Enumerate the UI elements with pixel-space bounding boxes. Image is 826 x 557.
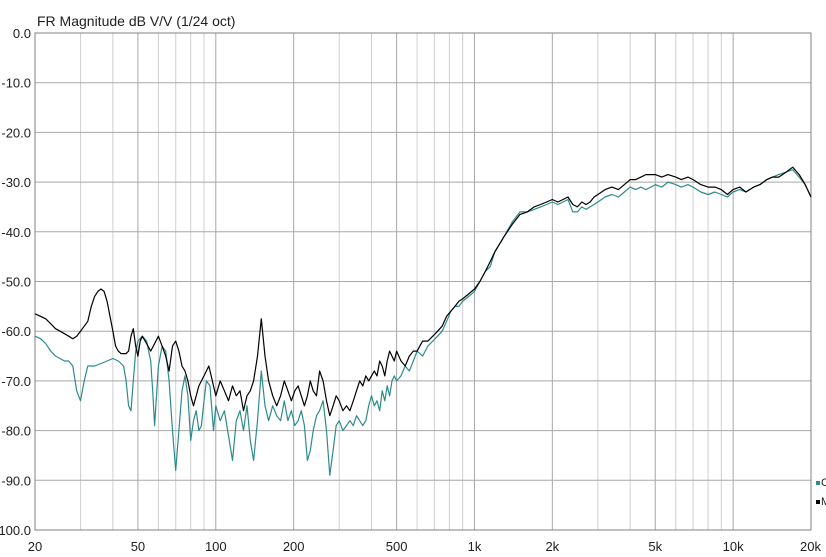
x-tick-label: 1k xyxy=(468,539,482,554)
y-tick-label: -70.0 xyxy=(1,374,31,389)
y-tick-label: -10.0 xyxy=(1,76,31,91)
series-line-m xyxy=(34,166,812,417)
x-tick-label: 20k xyxy=(800,539,821,554)
y-tick-label: -80.0 xyxy=(1,424,31,439)
y-tick-label: 0.0 xyxy=(13,26,31,41)
x-tick-label: 2k xyxy=(545,539,559,554)
y-tick-label: -90.0 xyxy=(1,473,31,488)
series-line-c xyxy=(34,169,812,476)
x-tick-label: 5k xyxy=(648,539,662,554)
y-tick-label: -20.0 xyxy=(1,125,31,140)
x-tick-label: 10k xyxy=(723,539,744,554)
legend: CM xyxy=(816,477,826,508)
y-tick-label: -60.0 xyxy=(1,324,31,339)
legend-label: C xyxy=(821,477,826,489)
y-tick-label: -40.0 xyxy=(1,225,31,240)
x-tick-label: 50 xyxy=(131,539,145,554)
x-tick-label: 100 xyxy=(205,539,227,554)
legend-swatch xyxy=(816,481,820,485)
x-axis-ticks: 20 50 100 200 500 1k 2k 5k 10k 20k xyxy=(28,539,822,554)
plot-frame xyxy=(34,32,812,531)
y-tick-label: -50.0 xyxy=(1,275,31,290)
x-tick-label: 20 xyxy=(28,539,42,554)
chart-title: FR Magnitude dB V/V (1/24 oct) xyxy=(37,13,235,29)
series-group xyxy=(34,166,812,476)
y-axis-ticks: 0.0 -10.0 -20.0 -30.0 -40.0 -50.0 -60.0 -70.0 -8… xyxy=(0,26,31,538)
legend-swatch xyxy=(816,500,820,504)
y-tick-label: -100.0 xyxy=(0,523,31,538)
y-tick-label: -30.0 xyxy=(1,175,31,190)
x-tick-label: 500 xyxy=(386,539,408,554)
x-tick-label: 200 xyxy=(283,539,305,554)
legend-label: M xyxy=(821,496,826,508)
